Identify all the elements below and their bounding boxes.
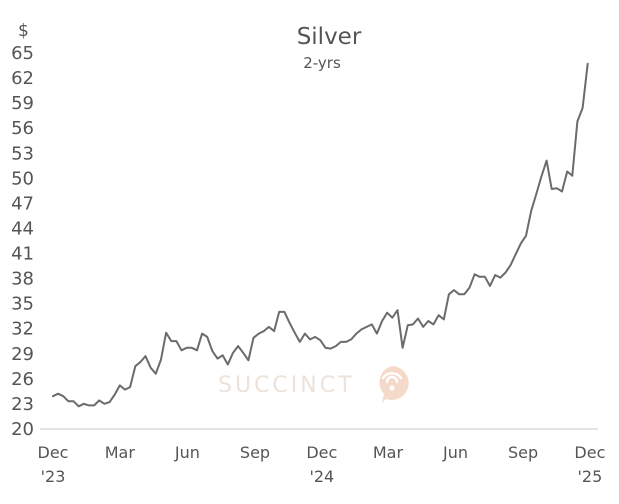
y-tick-label: 59 [11, 93, 34, 114]
watermark: SUCCINCT [218, 366, 409, 403]
x-tick-year-label: '24 [309, 467, 334, 486]
y-tick-label: 32 [11, 319, 34, 340]
y-tick-label: 26 [11, 369, 34, 390]
x-tick-year-label: '25 [578, 467, 603, 486]
x-axis-ticks: Dec '23 Mar Jun Sep Dec '24 Mar Jun Sep Dec '25 [38, 443, 606, 486]
y-tick-label: 53 [11, 143, 34, 164]
y-tick-label: 35 [11, 294, 34, 315]
chart-title: Silver [297, 24, 362, 50]
y-tick-label: 50 [11, 168, 34, 189]
y-tick-label: 41 [11, 244, 34, 265]
x-tick-label: Dec [574, 443, 605, 462]
succinct-logo-icon [379, 366, 409, 403]
y-axis-ticks: 20 23 26 29 32 35 38 41 44 47 50 53 56 59 62 65 [11, 43, 34, 440]
x-tick-label: Mar [373, 443, 404, 462]
y-tick-label: 47 [11, 193, 34, 214]
y-tick-label: 56 [11, 118, 34, 139]
y-tick-label: 38 [11, 269, 34, 290]
x-tick-label: Jun [174, 443, 200, 462]
y-tick-label: 29 [11, 344, 34, 365]
y-tick-label: 23 [11, 394, 34, 415]
y-tick-label: 65 [11, 43, 34, 64]
x-tick-label: Dec [306, 443, 337, 462]
chart-subtitle: 2-yrs [303, 54, 341, 72]
x-tick-label: Sep [240, 443, 270, 462]
series-line [52, 62, 589, 408]
x-tick-label: Sep [508, 443, 538, 462]
y-tick-label: 20 [11, 419, 34, 440]
x-tick-label: Dec [38, 443, 69, 462]
watermark-text: SUCCINCT [218, 373, 355, 398]
y-tick-label: 44 [11, 218, 34, 239]
y-tick-label: 62 [11, 68, 34, 89]
x-tick-year-label: '23 [41, 467, 66, 486]
y-axis-label: $ [18, 21, 29, 41]
x-tick-label: Jun [442, 443, 468, 462]
x-tick-label: Mar [105, 443, 136, 462]
